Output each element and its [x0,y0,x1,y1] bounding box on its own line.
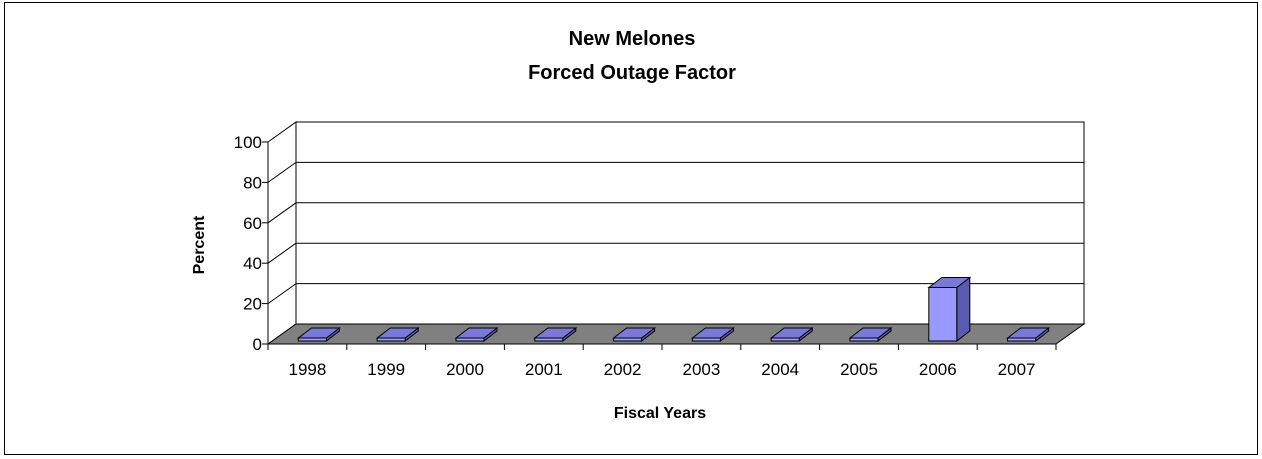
chart-title-line-2: Forced Outage Factor [528,62,736,84]
bar-front [455,337,485,342]
bar-front [613,337,643,342]
bar-2004 [769,326,814,343]
x-tick-label: 2001 [525,360,563,379]
side-gridline [267,242,297,264]
x-tick-label: 2004 [761,360,799,379]
bar-front [849,337,879,342]
bar-front [534,337,564,342]
bar-2005 [848,326,893,343]
bar-front [297,337,327,342]
y-tick-label: 40 [243,254,262,273]
x-tick-label: 2003 [682,360,720,379]
bar-2000 [454,326,499,343]
bar-front [770,337,800,342]
x-tick-label: 2000 [446,360,484,379]
bars [296,276,1051,343]
y-tick-label: 0 [253,335,262,354]
bar-1999 [375,326,420,343]
y-tick-label: 100 [234,133,262,152]
bar-front [691,337,721,342]
x-tick-label: 2006 [919,360,957,379]
y-tick-label: 80 [243,173,262,192]
bar-2003 [690,326,735,343]
x-axis-ticks: 1998 1999 2000 2001 2002 2003 2004 2005 2006 2007 [267,344,1057,379]
side-wall [267,121,297,345]
bar-front [928,286,958,342]
side-gridline [267,202,297,224]
x-tick-label: 1999 [367,360,405,379]
bar-2002 [612,326,657,343]
bar-2001 [533,326,578,343]
y-tick-label: 60 [243,214,262,233]
x-axis-label: Fiscal Years [614,405,706,422]
bar-side [956,276,971,343]
y-tick-label: 20 [243,295,262,314]
bar-2006 [927,276,972,343]
x-tick-label: 2002 [604,360,642,379]
bar-front [1007,337,1037,342]
y-axis-ticks: 0 20 40 60 80 100 [234,133,269,354]
chart-title-line-1: New Melones [569,28,696,50]
x-tick-label: 2005 [840,360,878,379]
y-axis-label: Percent [191,215,208,274]
side-gridline [267,161,297,183]
bar-front [376,337,406,342]
bar-2007 [1006,326,1051,343]
bar-1998 [296,326,341,343]
x-tick-label: 2007 [998,360,1036,379]
x-tick-label: 1998 [288,360,326,379]
side-gridline [267,283,297,305]
